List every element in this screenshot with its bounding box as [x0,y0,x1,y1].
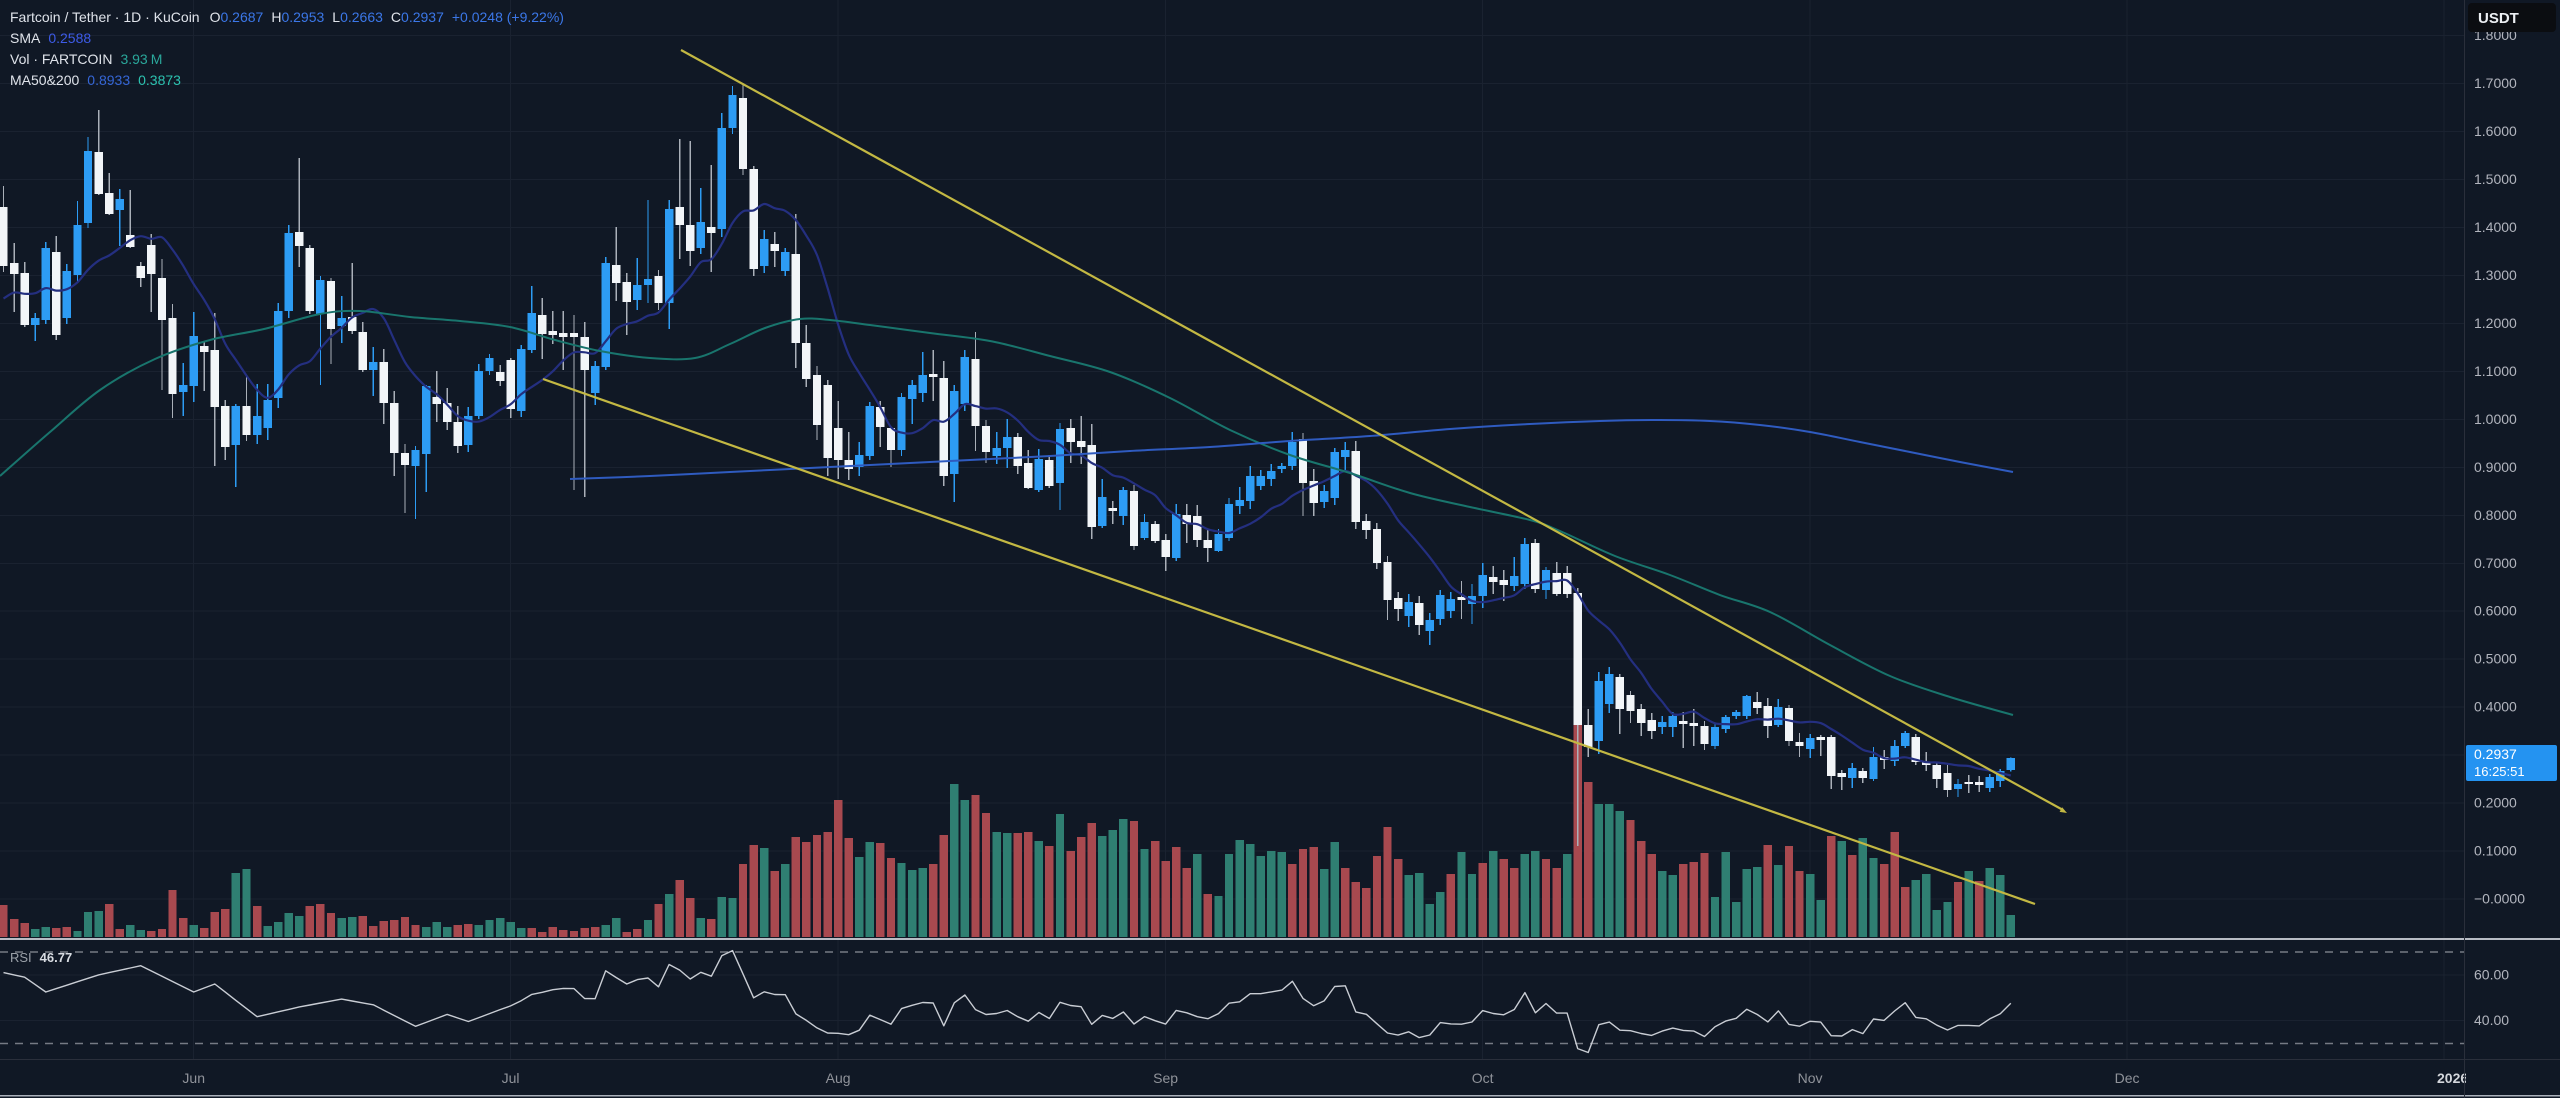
svg-text:Jun: Jun [182,1070,205,1086]
svg-text:16:25:51: 16:25:51 [2474,764,2525,779]
svg-text:1.4000: 1.4000 [2474,219,2517,235]
svg-text:40.00: 40.00 [2474,1012,2509,1028]
svg-text:1.3000: 1.3000 [2474,267,2517,283]
svg-text:0.6000: 0.6000 [2474,603,2517,619]
svg-text:1.6000: 1.6000 [2474,123,2517,139]
svg-text:0.5000: 0.5000 [2474,651,2517,667]
svg-text:Fartcoin / Tether · 1D · KuCoi: Fartcoin / Tether · 1D · KuCoin O0.2687 H0… [10,9,564,25]
svg-text:2026: 2026 [2437,1070,2468,1086]
svg-text:0.1000: 0.1000 [2474,843,2517,859]
svg-text:Dec: Dec [2115,1070,2140,1086]
svg-text:Jul: Jul [502,1070,520,1086]
svg-text:0.9000: 0.9000 [2474,459,2517,475]
svg-text:0.8000: 0.8000 [2474,507,2517,523]
svg-text:60.00: 60.00 [2474,966,2509,982]
svg-text:Aug: Aug [826,1070,851,1086]
svg-text:0.2000: 0.2000 [2474,795,2517,811]
svg-text:Nov: Nov [1798,1070,1823,1086]
svg-text:1.2000: 1.2000 [2474,315,2517,331]
svg-text:1.0000: 1.0000 [2474,411,2517,427]
svg-text:1.5000: 1.5000 [2474,171,2517,187]
svg-text:1.7000: 1.7000 [2474,75,2517,91]
svg-text:0.2937: 0.2937 [2474,746,2517,762]
svg-text:0.7000: 0.7000 [2474,555,2517,571]
svg-text:USDT: USDT [2478,10,2519,27]
svg-text:Sep: Sep [1153,1070,1178,1086]
svg-text:1.1000: 1.1000 [2474,363,2517,379]
svg-text:Oct: Oct [1472,1070,1494,1086]
svg-text:−0.0000: −0.0000 [2474,891,2525,907]
svg-text:0.4000: 0.4000 [2474,699,2517,715]
